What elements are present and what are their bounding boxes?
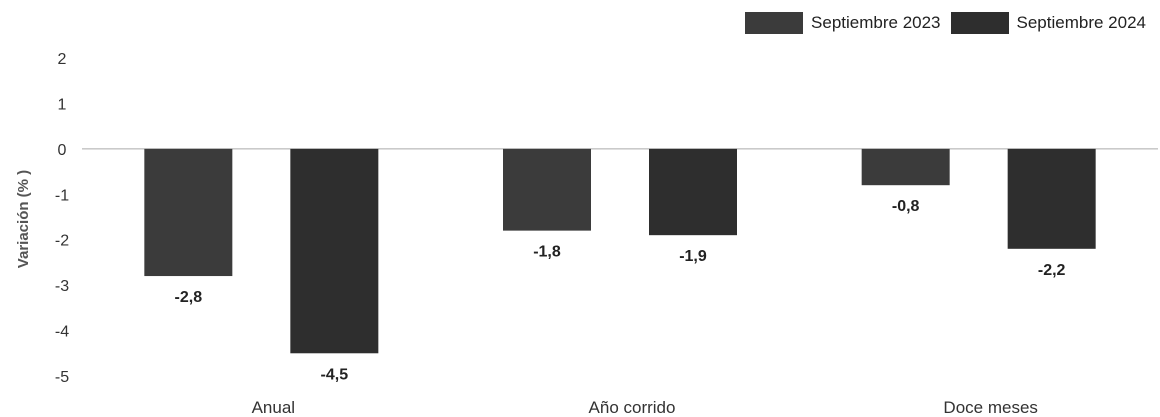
bar-2-1 (290, 148, 379, 354)
data-label: -1,8 (533, 244, 561, 261)
legend-item-series-1: Septiembre 2023 (745, 12, 941, 34)
y-tick-label: -1 (55, 187, 69, 204)
data-label: -2,2 (1038, 262, 1066, 279)
y-tick-label: -5 (55, 369, 69, 386)
category-label: Doce meses (943, 398, 1037, 417)
y-tick-label: 2 (58, 51, 67, 68)
data-label: -2,8 (175, 289, 203, 306)
y-tick-label: 0 (58, 142, 67, 159)
y-tick-label: 1 (58, 96, 67, 113)
y-tick-label: -3 (55, 278, 69, 295)
bar-1-2 (503, 148, 591, 231)
category-label: Año corrido (589, 398, 676, 417)
bar-1-1 (144, 148, 233, 277)
legend-swatch-series-2 (950, 12, 1009, 34)
bar-2-3 (1007, 148, 1096, 249)
data-label: -1,9 (679, 248, 707, 265)
legend-label-series-2: Septiembre 2024 (1016, 13, 1146, 32)
bar-2-2 (649, 148, 737, 236)
y-tick-label: -2 (55, 233, 69, 250)
legend: Septiembre 2023 Septiembre 2024 (745, 12, 1146, 34)
bar-1-3 (861, 148, 950, 186)
legend-label-series-1: Septiembre 2023 (811, 13, 941, 32)
legend-item-series-2: Septiembre 2024 (950, 12, 1146, 34)
data-label: -4,5 (321, 366, 349, 383)
data-label: -0,8 (892, 198, 920, 215)
category-label: Anual (252, 398, 295, 417)
y-tick-label: -4 (55, 324, 69, 341)
legend-swatch-series-1 (745, 12, 804, 34)
y-axis-title: Variación (% ) (15, 170, 32, 268)
